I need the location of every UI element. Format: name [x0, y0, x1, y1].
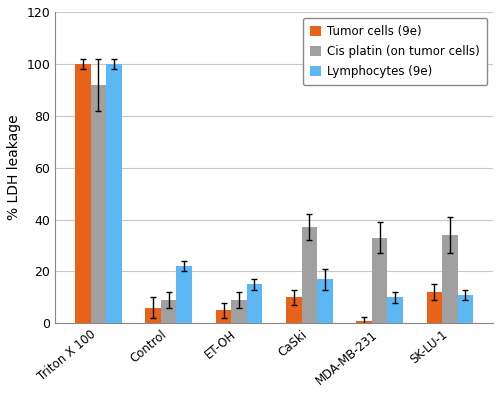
Bar	[231, 300, 246, 323]
Bar	[216, 310, 231, 323]
Legend: Tumor cells (9e), Cis platin (on tumor cells), Lymphocytes (9e): Tumor cells (9e), Cis platin (on tumor c…	[302, 18, 487, 85]
Bar	[146, 308, 161, 323]
Bar	[388, 297, 403, 323]
Y-axis label: % LDH leakage: % LDH leakage	[7, 115, 21, 220]
Bar	[75, 64, 90, 323]
Bar	[426, 292, 442, 323]
Bar	[458, 295, 473, 323]
Bar	[176, 266, 192, 323]
Bar	[372, 238, 388, 323]
Bar	[442, 235, 458, 323]
Bar	[286, 297, 302, 323]
Bar	[302, 227, 317, 323]
Bar	[161, 300, 176, 323]
Bar	[246, 284, 262, 323]
Bar	[106, 64, 122, 323]
Bar	[317, 279, 332, 323]
Bar	[90, 85, 106, 323]
Bar	[356, 321, 372, 323]
